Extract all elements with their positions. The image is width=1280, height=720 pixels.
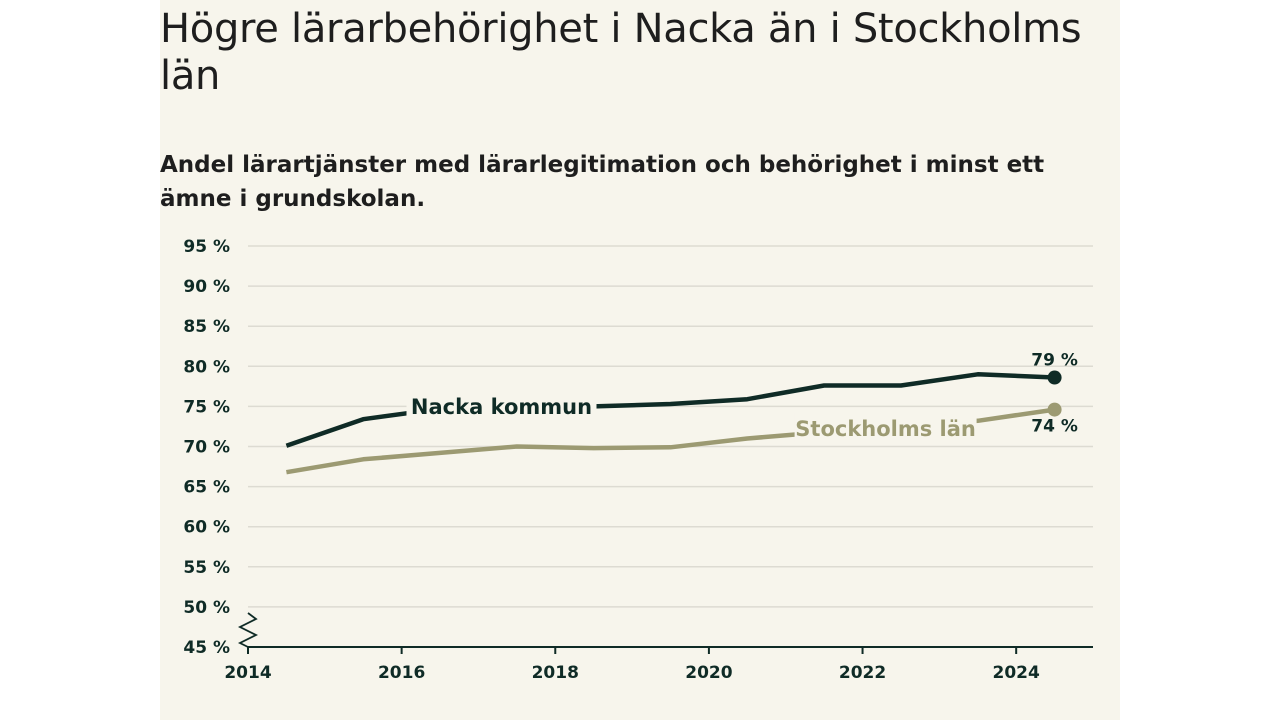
series-label-background bbox=[794, 412, 977, 443]
y-tick-label: 60 % bbox=[183, 518, 230, 538]
x-tick-label: 2022 bbox=[839, 663, 886, 683]
end-value-label: 79 % bbox=[1031, 351, 1078, 371]
series-end-point bbox=[1047, 402, 1062, 417]
line-chart: 45 % 50 % 55 % 60 % 65 % 70 % 75 % 80 % 85 % 90 %… bbox=[183, 237, 1093, 683]
y-tick-label: 55 % bbox=[183, 558, 230, 578]
chart-card: Högre lärarbehörighet i Nacka än i Stock… bbox=[160, 0, 1120, 720]
chart-subtitle: Andel lärartjänster med lärarlegitimatio… bbox=[160, 152, 1045, 212]
y-tick-label: 75 % bbox=[183, 397, 230, 417]
data-labels: Nacka kommun 79 % Stockholms län 74 % bbox=[406, 351, 1078, 443]
y-tick-label: 70 % bbox=[183, 438, 230, 458]
y-tick-label: 85 % bbox=[183, 317, 230, 337]
series-end-point bbox=[1047, 370, 1062, 385]
axes: 45 % 50 % 55 % 60 % 65 % 70 % 75 % 80 % 85 % 90 %… bbox=[183, 237, 1093, 683]
x-tick-label: 2016 bbox=[378, 663, 425, 683]
x-tick-label: 2020 bbox=[685, 663, 732, 683]
chart-title: Högre lärarbehörighet i Nacka än i Stock… bbox=[160, 6, 1082, 99]
y-tick-label: 65 % bbox=[183, 478, 230, 498]
y-tick-label: 80 % bbox=[183, 357, 230, 377]
axis-break-icon bbox=[237, 612, 259, 648]
x-tick-label: 2024 bbox=[993, 663, 1040, 683]
x-tick-label: 2014 bbox=[224, 663, 271, 683]
y-tick-label: 45 % bbox=[183, 638, 230, 658]
series-label: Stockholms län bbox=[795, 417, 976, 441]
series-label: Nacka kommun bbox=[411, 395, 592, 419]
series-label-background bbox=[406, 390, 597, 421]
y-tick-label: 90 % bbox=[183, 277, 230, 297]
end-value-label: 74 % bbox=[1031, 417, 1078, 437]
y-tick-label: 50 % bbox=[183, 598, 230, 618]
y-tick-label: 95 % bbox=[183, 237, 230, 257]
x-tick-label: 2018 bbox=[532, 663, 579, 683]
